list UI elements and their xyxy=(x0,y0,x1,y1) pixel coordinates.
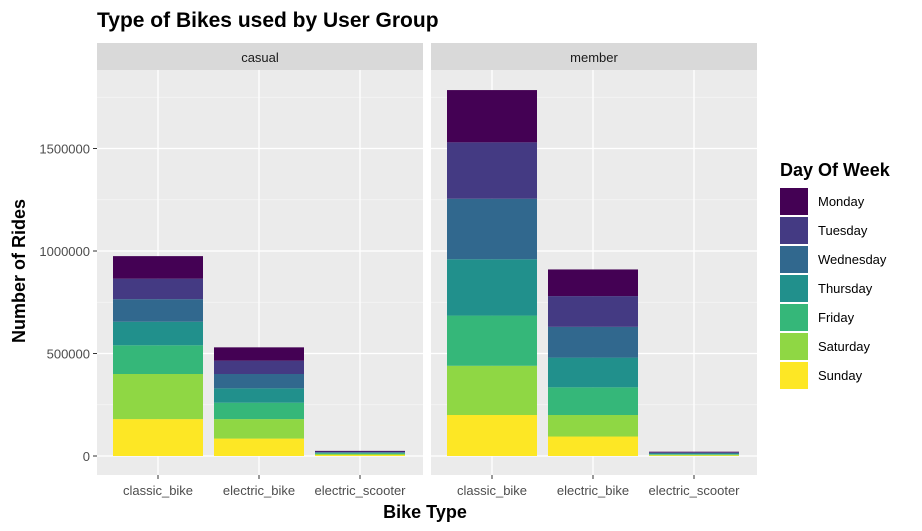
bar-segment-member-electric-bike-sunday xyxy=(548,436,638,456)
bar-segment-casual-electric-bike-tuesday xyxy=(214,360,304,374)
facet-panel-casual: casual classic_bike electric_bike electric_… xyxy=(97,43,423,498)
bar-segment-casual-electric-scooter-wednesday xyxy=(315,452,405,453)
bar-segment-member-electric-scooter-tuesday xyxy=(649,452,739,453)
facet-strip-label: member xyxy=(570,50,618,65)
legend-swatch-friday xyxy=(780,304,808,331)
bar-segment-casual-electric-scooter-sunday xyxy=(315,454,405,456)
bar-segment-member-electric-scooter-monday xyxy=(649,451,739,453)
bar-segment-member-electric-bike-wednesday xyxy=(548,326,638,358)
bar-segment-member-electric-bike-thursday xyxy=(548,357,638,388)
bar-segment-member-electric-bike-monday xyxy=(548,269,638,297)
x-tick-label: electric_scooter xyxy=(314,483,406,498)
legend-swatch-tuesday xyxy=(780,217,808,244)
bar-segment-casual-electric-scooter-monday xyxy=(315,450,405,452)
bar-segment-casual-classic-bike-sunday xyxy=(113,419,203,456)
bar-segment-member-classic-bike-wednesday xyxy=(447,198,537,260)
facet-panel-member: member classic_bike electric_bike electric_… xyxy=(431,43,757,498)
x-tick-label: electric_bike xyxy=(223,483,295,498)
x-axis-title: Bike Type xyxy=(383,502,467,522)
facet-strip-label: casual xyxy=(241,50,279,65)
bar-segment-member-electric-scooter-wednesday xyxy=(649,452,739,454)
bar-segment-member-classic-bike-sunday xyxy=(447,415,537,456)
bar-segment-member-electric-bike-saturday xyxy=(548,415,638,437)
bar-segment-casual-classic-bike-thursday xyxy=(113,321,203,346)
bar-segment-casual-classic-bike-friday xyxy=(113,345,203,374)
legend-label-monday: Monday xyxy=(818,194,865,209)
legend-label-friday: Friday xyxy=(818,310,855,325)
bar-segment-member-electric-bike-tuesday xyxy=(548,296,638,327)
bar-segment-member-classic-bike-tuesday xyxy=(447,142,537,199)
facet-panels: casual classic_bike electric_bike electric_… xyxy=(97,43,757,498)
bar-segment-casual-electric-scooter-thursday xyxy=(315,452,405,454)
bar-segment-casual-electric-bike-wednesday xyxy=(214,374,304,389)
bar-segment-member-electric-scooter-saturday xyxy=(649,454,739,456)
chart-title: Type of Bikes used by User Group xyxy=(97,9,439,32)
y-tick-label: 1000000 xyxy=(39,244,90,259)
legend-label-wednesday: Wednesday xyxy=(818,252,887,267)
facet-strip xyxy=(97,43,423,70)
bar-segment-member-classic-bike-thursday xyxy=(447,259,537,316)
bar-segment-member-classic-bike-friday xyxy=(447,315,537,366)
legend-label-tuesday: Tuesday xyxy=(818,223,868,238)
bar-segment-member-electric-scooter-sunday xyxy=(649,455,739,456)
bar-segment-casual-electric-scooter-friday xyxy=(315,453,405,454)
y-tick-label: 500000 xyxy=(47,347,90,362)
bar-segment-casual-classic-bike-monday xyxy=(113,256,203,279)
x-tick-label: electric_scooter xyxy=(648,483,740,498)
y-axis: 0 500000 1000000 1500000 xyxy=(39,142,97,464)
bar-segment-casual-electric-bike-monday xyxy=(214,347,304,361)
legend-swatch-thursday xyxy=(780,275,808,302)
y-tick-label: 0 xyxy=(83,449,90,464)
facet-strip xyxy=(431,43,757,70)
x-tick-label: electric_bike xyxy=(557,483,629,498)
legend-swatch-saturday xyxy=(780,333,808,360)
bar-segment-casual-electric-bike-friday xyxy=(214,402,304,420)
bar-segment-casual-electric-bike-thursday xyxy=(214,388,304,403)
legend-swatch-monday xyxy=(780,188,808,215)
bar-segment-member-classic-bike-saturday xyxy=(447,365,537,415)
legend: Day Of Week Monday Tuesday Wednesday Thursd… xyxy=(780,160,891,389)
bar-segment-casual-electric-scooter-saturday xyxy=(315,453,405,455)
bar-segment-member-electric-scooter-friday xyxy=(649,454,739,455)
bar-segment-casual-classic-bike-tuesday xyxy=(113,278,203,300)
bar-segment-member-electric-scooter-thursday xyxy=(649,453,739,455)
legend-title: Day Of Week xyxy=(780,160,891,180)
legend-label-thursday: Thursday xyxy=(818,281,873,296)
bar-segment-member-classic-bike-monday xyxy=(447,90,537,143)
legend-label-sunday: Sunday xyxy=(818,368,863,383)
bar-segment-casual-classic-bike-wednesday xyxy=(113,299,203,322)
legend-swatch-sunday xyxy=(780,362,808,389)
bar-segment-casual-electric-scooter-tuesday xyxy=(315,451,405,453)
legend-label-saturday: Saturday xyxy=(818,339,871,354)
bar-segment-casual-electric-bike-sunday xyxy=(214,438,304,456)
bar-segment-casual-classic-bike-saturday xyxy=(113,374,203,420)
y-axis-title: Number of Rides xyxy=(9,199,29,343)
y-tick-label: 1500000 xyxy=(39,142,90,157)
bar-segment-member-electric-bike-friday xyxy=(548,387,638,415)
legend-swatch-wednesday xyxy=(780,246,808,273)
x-tick-label: classic_bike xyxy=(123,483,193,498)
bar-segment-casual-electric-bike-saturday xyxy=(214,419,304,439)
x-tick-label: classic_bike xyxy=(457,483,527,498)
